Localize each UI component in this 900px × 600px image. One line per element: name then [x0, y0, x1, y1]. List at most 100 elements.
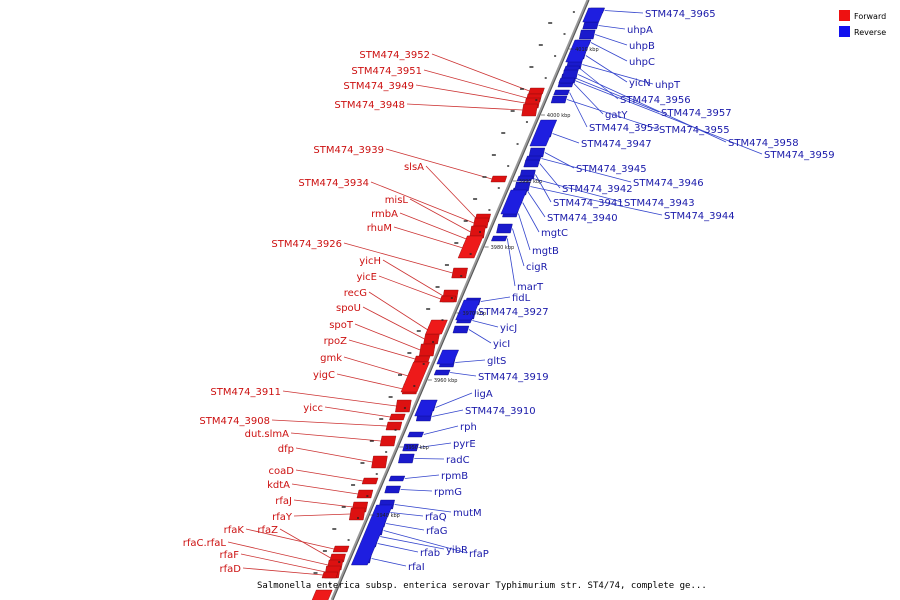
reverse-gene-label[interactable]: STM474_3965 — [645, 9, 716, 20]
reverse-gene-label[interactable]: yibR — [446, 545, 468, 556]
forward-gene-label[interactable]: STM474_3952 — [359, 50, 430, 61]
forward-gene-feature[interactable] — [371, 455, 388, 469]
forward-gene-feature[interactable] — [439, 295, 456, 303]
reverse-gene-label[interactable]: yicI — [493, 339, 510, 350]
forward-gene-label[interactable]: spoT — [329, 320, 354, 331]
reverse-gene-label[interactable]: rpmG — [434, 487, 462, 498]
reverse-gene-label[interactable]: STM474_3945 — [576, 164, 647, 175]
forward-gene-feature[interactable] — [361, 477, 379, 485]
forward-gene-feature[interactable] — [469, 225, 486, 239]
reverse-gene-feature[interactable] — [523, 159, 540, 168]
forward-gene-label[interactable]: STM474_3911 — [210, 387, 281, 398]
reverse-gene-label[interactable]: STM474_3940 — [547, 213, 618, 224]
reverse-gene-label[interactable]: STM474_3927 — [478, 307, 549, 318]
forward-gene-label[interactable]: STM474_3939 — [313, 145, 384, 156]
forward-gene-feature[interactable] — [385, 421, 403, 431]
reverse-gene-feature[interactable] — [388, 475, 406, 482]
forward-gene-label[interactable]: rmbA — [371, 209, 398, 220]
reverse-gene-label[interactable]: STM474_3957 — [661, 108, 732, 119]
forward-gene-label[interactable]: STM474_3951 — [351, 66, 422, 77]
forward-gene-label[interactable]: rfaF — [219, 550, 239, 561]
reverse-gene-label[interactable]: rph — [460, 422, 477, 433]
reverse-gene-label[interactable]: marT — [517, 282, 544, 293]
reverse-gene-label[interactable]: rfab — [420, 548, 440, 559]
forward-gene-label[interactable]: yicH — [359, 256, 381, 267]
reverse-gene-feature[interactable] — [496, 223, 513, 234]
forward-gene-feature[interactable] — [490, 175, 508, 183]
reverse-gene-label[interactable]: STM474_3942 — [562, 184, 633, 195]
reverse-gene-feature[interactable] — [398, 453, 415, 464]
forward-gene-feature[interactable] — [332, 545, 350, 553]
reverse-gene-feature[interactable] — [407, 431, 424, 438]
reverse-gene-label[interactable]: STM474_3941 — [553, 198, 624, 209]
reverse-gene-label[interactable]: uhpT — [655, 80, 681, 91]
forward-gene-feature[interactable] — [521, 103, 538, 117]
reverse-gene-feature[interactable] — [402, 443, 419, 452]
forward-gene-label[interactable]: yicE — [356, 272, 377, 283]
forward-gene-label[interactable]: rhuM — [367, 223, 392, 234]
reverse-gene-label[interactable]: mutM — [453, 508, 482, 519]
forward-gene-feature[interactable] — [395, 399, 412, 413]
forward-gene-feature[interactable] — [349, 507, 366, 521]
reverse-gene-label[interactable]: STM474_3958 — [728, 138, 799, 149]
reverse-gene-label[interactable]: mgtB — [532, 246, 559, 257]
reverse-gene-label[interactable]: fidL — [512, 293, 531, 304]
reverse-gene-label[interactable]: STM474_3956 — [620, 95, 691, 106]
reverse-gene-label[interactable]: ligA — [474, 389, 493, 400]
forward-gene-feature[interactable] — [321, 571, 339, 579]
forward-gene-label[interactable]: STM474_3934 — [298, 178, 369, 189]
forward-gene-feature[interactable] — [389, 413, 406, 421]
forward-gene-feature[interactable] — [418, 343, 436, 357]
reverse-gene-feature[interactable] — [528, 147, 546, 158]
reverse-gene-label[interactable]: STM474_3943 — [624, 198, 695, 209]
reverse-gene-label[interactable]: uhpC — [629, 57, 655, 68]
reverse-gene-label[interactable]: pyrE — [453, 439, 476, 450]
forward-gene-feature[interactable] — [472, 217, 490, 229]
forward-gene-label[interactable]: dfp — [278, 444, 294, 455]
reverse-gene-label[interactable]: STM474_3953 — [589, 123, 660, 134]
forward-gene-label[interactable]: rfaC.rfaL — [183, 538, 227, 549]
forward-gene-label[interactable]: misL — [385, 195, 409, 206]
reverse-gene-label[interactable]: STM474_3946 — [633, 178, 704, 189]
forward-gene-label[interactable]: spoU — [336, 303, 361, 314]
reverse-gene-label[interactable]: uhpA — [627, 25, 653, 36]
reverse-gene-label[interactable]: gltS — [487, 356, 506, 367]
reverse-gene-feature[interactable] — [433, 369, 451, 376]
reverse-gene-feature[interactable] — [384, 485, 401, 494]
reverse-gene-label[interactable]: uhpB — [629, 41, 655, 52]
forward-gene-label[interactable]: gmk — [320, 353, 342, 364]
reverse-gene-label[interactable]: rpmB — [441, 471, 468, 482]
forward-gene-label[interactable]: rpoZ — [324, 336, 348, 347]
reverse-gene-feature[interactable] — [491, 235, 508, 242]
reverse-gene-feature[interactable] — [514, 181, 531, 192]
forward-gene-label[interactable]: rfaJ — [275, 496, 292, 507]
reverse-gene-label[interactable]: radC — [446, 455, 470, 466]
forward-gene-label[interactable]: rfaK — [224, 525, 245, 536]
reverse-gene-label[interactable]: yicN — [629, 78, 651, 89]
forward-gene-label[interactable]: STM474_3908 — [199, 416, 270, 427]
reverse-gene-label[interactable]: STM474_3959 — [764, 150, 835, 161]
reverse-gene-label[interactable]: yicJ — [500, 323, 517, 334]
reverse-gene-feature[interactable] — [452, 325, 470, 334]
forward-gene-label[interactable]: STM474_3949 — [343, 81, 414, 92]
forward-gene-label[interactable]: STM474_3948 — [334, 100, 405, 111]
reverse-gene-label[interactable]: mgtC — [541, 228, 568, 239]
forward-gene-label[interactable]: kdtA — [267, 480, 290, 491]
forward-gene-label[interactable]: rfaZ — [257, 525, 278, 536]
reverse-gene-feature[interactable] — [578, 29, 596, 40]
reverse-gene-label[interactable]: cigR — [526, 262, 548, 273]
forward-gene-label[interactable]: recG — [344, 288, 367, 299]
forward-gene-feature[interactable] — [356, 489, 374, 499]
reverse-gene-label[interactable]: STM474_3919 — [478, 372, 549, 383]
reverse-gene-label[interactable]: STM474_3944 — [664, 211, 735, 222]
reverse-gene-feature[interactable] — [550, 95, 568, 104]
reverse-gene-label[interactable]: rfaI — [408, 562, 425, 573]
reverse-gene-label[interactable]: rfaP — [469, 549, 489, 560]
forward-gene-label[interactable]: dut.slmA — [245, 429, 290, 440]
reverse-gene-feature[interactable] — [582, 21, 599, 30]
forward-gene-feature[interactable] — [528, 87, 545, 95]
forward-gene-feature[interactable] — [379, 435, 397, 447]
reverse-gene-label[interactable]: STM474_3947 — [581, 139, 652, 150]
forward-gene-label[interactable]: yigC — [313, 370, 335, 381]
reverse-gene-label[interactable]: rfaQ — [425, 512, 447, 523]
